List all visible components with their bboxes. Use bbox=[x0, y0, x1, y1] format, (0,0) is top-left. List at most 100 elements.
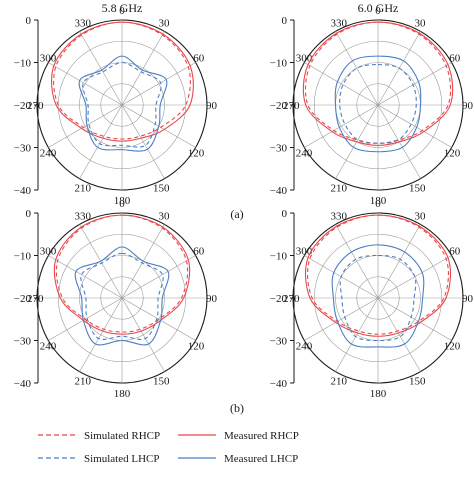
angle-tick-label: 240 bbox=[296, 148, 313, 160]
angle-tick-label: 330 bbox=[75, 211, 92, 223]
radial-tick-label: −20 bbox=[270, 100, 288, 112]
angle-tick-label: 240 bbox=[296, 341, 313, 353]
angle-tick-label: 60 bbox=[193, 246, 205, 258]
radial-tick-label: −30 bbox=[270, 336, 288, 348]
angle-tick-label: 210 bbox=[331, 182, 348, 194]
polar-panel-3: 0 30 60 90 120 150 180 210 240 270 300 330 0 −10 −20 −3… bbox=[14, 198, 218, 400]
series-simulated-rhcp bbox=[53, 21, 191, 140]
angle-tick-label: 150 bbox=[409, 182, 426, 194]
radial-tick-label: 0 bbox=[26, 208, 32, 220]
series-measured-rhcp bbox=[53, 214, 191, 335]
angle-tick-label: 180 bbox=[370, 388, 387, 400]
angle-tick-label: 180 bbox=[114, 195, 131, 207]
angle-tick-label: 150 bbox=[153, 375, 170, 387]
series-measured-lhcp bbox=[74, 246, 170, 346]
angle-tick-label: 210 bbox=[75, 375, 92, 387]
angle-tick-label: 210 bbox=[75, 182, 92, 194]
series-measured-lhcp bbox=[334, 55, 422, 153]
series-simulated-rhcp bbox=[55, 214, 189, 333]
angle-tick-label: 0 bbox=[375, 198, 381, 210]
series-simulated-lhcp bbox=[339, 64, 417, 144]
grid-spoke bbox=[377, 104, 452, 148]
angle-tick-label: 300 bbox=[40, 246, 57, 258]
angle-tick-label: 300 bbox=[296, 53, 313, 65]
polar-panel-4: 0 30 60 90 120 150 180 210 240 270 300 330 0 −10 −20 −3… bbox=[270, 198, 474, 400]
angle-tick-label: 330 bbox=[331, 211, 348, 223]
angle-tick-label: 180 bbox=[114, 388, 131, 400]
grid-spoke bbox=[335, 297, 379, 372]
grid-spoke bbox=[121, 255, 196, 299]
radial-tick-label: −20 bbox=[14, 100, 32, 112]
grid-spoke bbox=[377, 224, 421, 299]
legend-sim-lhcp-label: Simulated LHCP bbox=[84, 453, 159, 465]
radial-tick-label: −40 bbox=[14, 185, 32, 197]
grid-spoke bbox=[79, 104, 123, 179]
angle-tick-label: 30 bbox=[415, 18, 427, 30]
angle-tick-label: 30 bbox=[159, 211, 171, 223]
angle-tick-label: 120 bbox=[188, 341, 205, 353]
angle-tick-label: 90 bbox=[206, 293, 218, 305]
series-simulated-rhcp bbox=[304, 21, 452, 144]
angle-tick-label: 90 bbox=[462, 100, 474, 112]
angle-tick-label: 30 bbox=[159, 18, 171, 30]
angle-tick-label: 210 bbox=[331, 375, 348, 387]
angle-tick-label: 120 bbox=[188, 148, 205, 160]
polar-panel-2: 6.0 GHz03060901201501802102402703003300−… bbox=[270, 1, 474, 207]
series-measured-rhcp bbox=[51, 21, 194, 142]
legend-meas-rhcp-label: Measured RHCP bbox=[224, 430, 299, 442]
grid-spoke bbox=[335, 31, 379, 106]
panel-title: 5.8 GHz bbox=[102, 1, 143, 15]
grid-spoke bbox=[48, 62, 123, 106]
grid-spoke bbox=[121, 297, 165, 372]
radial-tick-label: 0 bbox=[282, 15, 288, 27]
angle-tick-label: 0 bbox=[119, 198, 125, 210]
radial-tick-label: −30 bbox=[14, 336, 32, 348]
radial-tick-label: 0 bbox=[282, 208, 288, 220]
radial-tick-label: −40 bbox=[270, 185, 288, 197]
angle-tick-label: 300 bbox=[40, 53, 57, 65]
angle-tick-label: 60 bbox=[449, 246, 461, 258]
radial-tick-label: −20 bbox=[14, 293, 32, 305]
angle-tick-label: 240 bbox=[40, 341, 57, 353]
grid-spoke bbox=[79, 297, 123, 372]
angle-tick-label: 0 bbox=[119, 5, 125, 17]
series-simulated-rhcp bbox=[307, 214, 449, 335]
panel-title: 6.0 GHz bbox=[358, 1, 399, 15]
grid-spoke bbox=[121, 62, 196, 106]
polar-panels: 5.8 GHz03060901201501802102402703003300−… bbox=[14, 1, 474, 400]
angle-tick-label: 60 bbox=[449, 53, 461, 65]
legend-meas-lhcp-label: Measured LHCP bbox=[224, 453, 298, 465]
series-measured-rhcp bbox=[302, 21, 454, 146]
angle-tick-label: 60 bbox=[193, 53, 205, 65]
angle-tick-label: 270 bbox=[27, 293, 44, 305]
grid-spoke bbox=[121, 31, 165, 106]
angle-tick-label: 330 bbox=[331, 18, 348, 30]
angle-tick-label: 30 bbox=[415, 211, 427, 223]
grid-spoke bbox=[377, 297, 421, 372]
grid-spoke bbox=[304, 297, 379, 341]
series-simulated-lhcp bbox=[339, 254, 417, 342]
angle-tick-label: 270 bbox=[283, 100, 300, 112]
grid-spoke bbox=[121, 104, 165, 179]
angle-tick-label: 240 bbox=[40, 148, 57, 160]
sublabel-a: (a) bbox=[230, 207, 243, 221]
radial-tick-label: −10 bbox=[270, 251, 288, 263]
radial-tick-label: 0 bbox=[26, 15, 32, 27]
radial-tick-label: −20 bbox=[270, 293, 288, 305]
radial-tick-label: −10 bbox=[14, 58, 32, 70]
polar-panel-1: 5.8 GHz03060901201501802102402703003300−… bbox=[14, 1, 218, 207]
radial-tick-label: −10 bbox=[14, 251, 32, 263]
grid-spoke bbox=[79, 31, 123, 106]
angle-tick-label: 120 bbox=[444, 341, 461, 353]
grid-spoke bbox=[304, 62, 379, 106]
series-measured-lhcp bbox=[78, 55, 168, 152]
grid-spoke bbox=[304, 104, 379, 148]
angle-tick-label: 330 bbox=[75, 18, 92, 30]
grid-spoke bbox=[377, 297, 452, 341]
angle-tick-label: 300 bbox=[296, 246, 313, 258]
angle-tick-label: 180 bbox=[370, 195, 387, 207]
series-measured-rhcp bbox=[304, 214, 452, 337]
angle-tick-label: 90 bbox=[462, 293, 474, 305]
grid-spoke bbox=[48, 255, 123, 299]
radial-tick-label: −40 bbox=[14, 378, 32, 390]
